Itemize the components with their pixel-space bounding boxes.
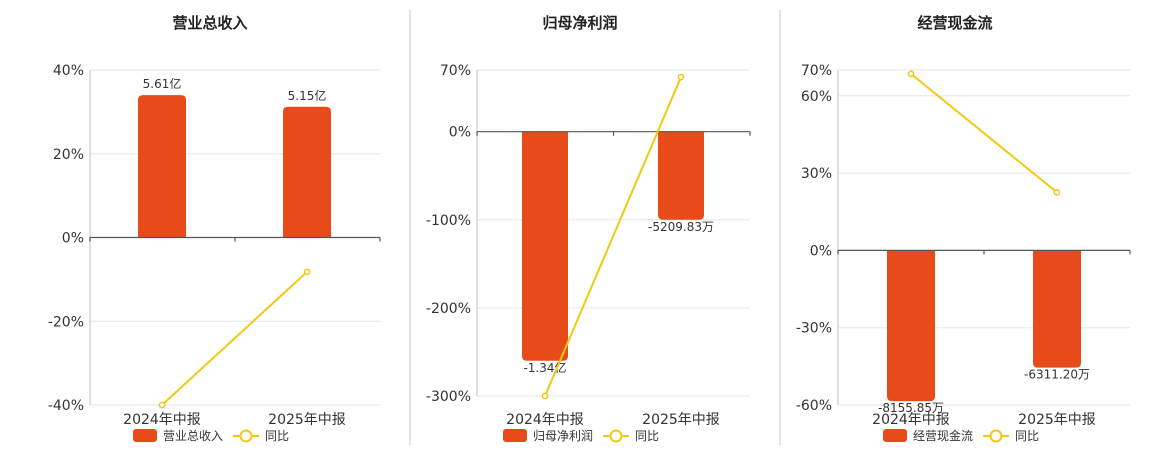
- data-label: 5.61亿: [143, 76, 182, 91]
- data-label: -6311.20万: [1024, 368, 1090, 382]
- data-label: 5.15亿: [288, 88, 327, 103]
- y-tick-label: 20%: [53, 147, 84, 163]
- y-tick-label: -60%: [796, 398, 832, 414]
- chart-title: 归母净利润: [542, 14, 617, 32]
- legend-label: 同比: [265, 429, 289, 443]
- y-tick-label: 70%: [440, 63, 471, 79]
- y-tick-label: -100%: [426, 213, 471, 229]
- yoy-point: [541, 392, 549, 400]
- x-tick-label: 2024年中报: [123, 412, 201, 428]
- y-tick-label: 60%: [801, 89, 832, 105]
- y-tick-label: -200%: [426, 301, 471, 317]
- y-tick-label: 30%: [801, 166, 832, 182]
- y-tick-label: -300%: [426, 389, 471, 405]
- x-tick-label: 2024年中报: [506, 412, 584, 428]
- legend-line-marker: [609, 429, 623, 443]
- yoy-line: [544, 76, 682, 397]
- chart-title: 经营现金流: [917, 14, 992, 32]
- chart-panel-net-profit: 归母净利润 70%0%-100%-200%-300%-1.34亿-5209.83…: [426, 14, 751, 443]
- y-tick-label: 0%: [449, 125, 471, 141]
- x-tick-label: 2025年中报: [1018, 412, 1096, 428]
- yoy-point: [677, 73, 685, 81]
- legend-bar-swatch: [883, 429, 907, 442]
- bar: [887, 250, 935, 402]
- bar: [1033, 250, 1081, 368]
- legend-bar-swatch: [133, 429, 157, 442]
- legend-label: 营业总收入: [163, 429, 223, 443]
- yoy-point: [1053, 189, 1061, 196]
- y-tick-label: -20%: [48, 314, 84, 330]
- x-tick-label: 2025年中报: [268, 412, 346, 428]
- y-tick-label: -40%: [48, 398, 84, 414]
- data-label: -5209.83万: [648, 220, 714, 234]
- data-label: -8155.85万: [878, 401, 944, 415]
- y-tick-label: 0%: [810, 243, 832, 259]
- legend-label: 同比: [635, 429, 659, 443]
- yoy-point: [158, 401, 166, 409]
- y-tick-label: 0%: [62, 231, 84, 247]
- yoy-point: [907, 70, 915, 78]
- x-tick-label: 2025年中报: [642, 412, 720, 428]
- bar: [138, 95, 186, 238]
- y-tick-label: 70%: [801, 63, 832, 79]
- yoy-line: [910, 73, 1058, 194]
- chart-title: 营业总收入: [172, 14, 247, 32]
- bar: [283, 106, 331, 238]
- yoy-point: [303, 268, 311, 276]
- yoy-line: [161, 271, 308, 406]
- legend-line-marker: [989, 429, 1003, 443]
- legend-label: 经营现金流: [913, 428, 973, 443]
- legend-line-marker: [239, 429, 253, 443]
- x-tick-label: 2024年中报: [872, 412, 950, 428]
- bar: [522, 131, 568, 361]
- y-tick-label: 40%: [53, 63, 84, 79]
- y-tick-label: -30%: [796, 321, 832, 337]
- chart-panel-operating-cashflow: 经营现金流 70% 60% 30% 0% -30% -60% -8155.85万 -6311.…: [796, 14, 1131, 443]
- bar: [658, 131, 704, 220]
- legend-bar-swatch: [503, 429, 527, 442]
- legend-label: 归母净利润: [533, 429, 593, 443]
- legend-label: 同比: [1015, 429, 1039, 443]
- chart-panel-revenue: 营业总收入 40% 20% 0% -20% -40% 5.61亿 5.15亿 2024年中报 2…: [48, 14, 381, 443]
